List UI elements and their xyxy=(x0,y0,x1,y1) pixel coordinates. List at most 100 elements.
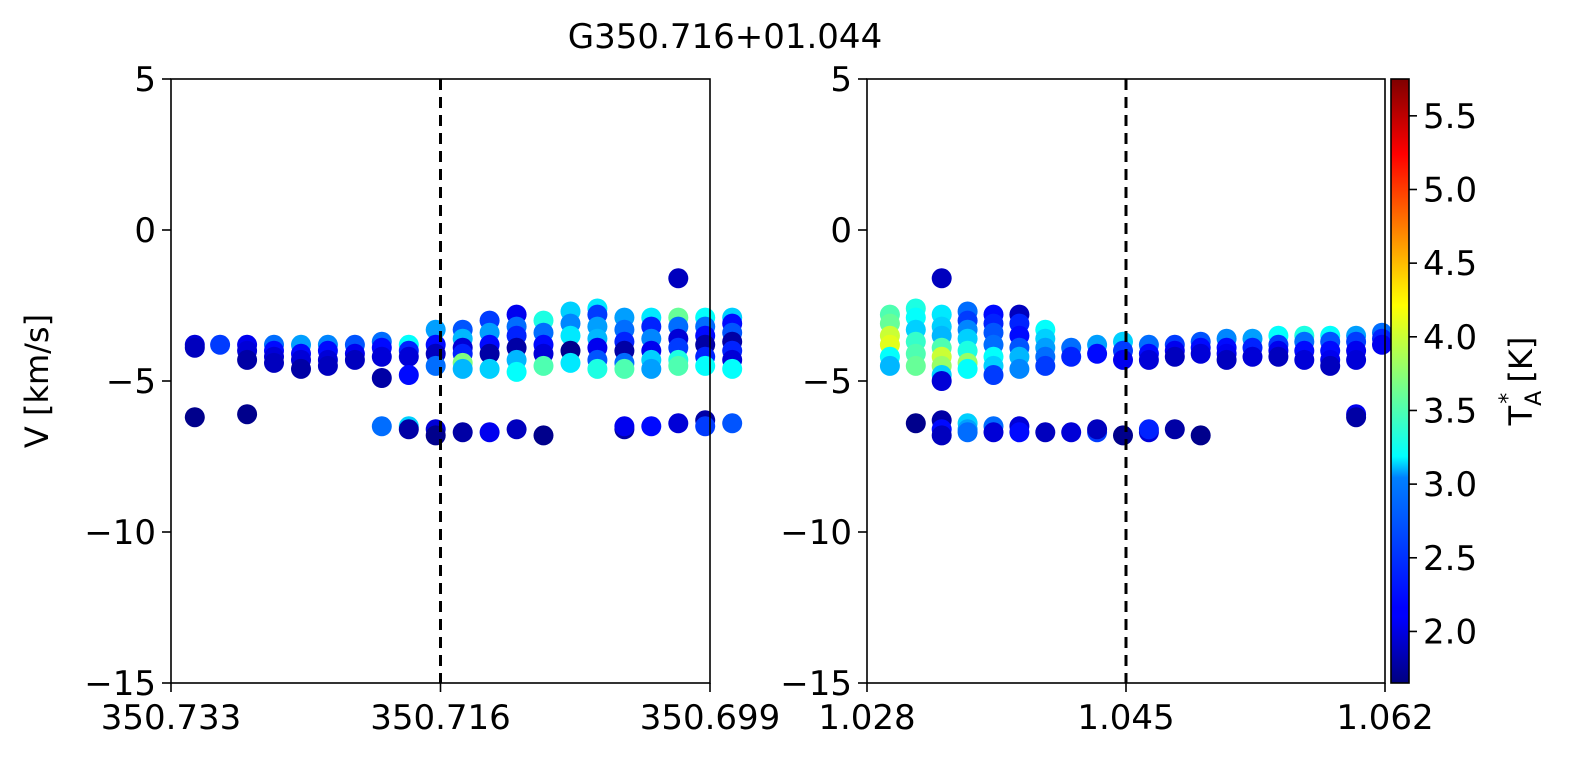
data-point xyxy=(425,425,446,446)
colorbar-label-main: T xyxy=(1502,405,1540,426)
scatter-points-latitude xyxy=(879,268,1392,446)
y-tick-label: 0 xyxy=(134,211,156,251)
colorbar-tick-label: 3.0 xyxy=(1423,465,1477,505)
data-point xyxy=(1346,407,1367,428)
panel-latitude: 5 0 −5 −10 −15 1.028 1.045 1.062 xyxy=(780,60,1433,738)
data-point xyxy=(1061,422,1082,443)
data-point xyxy=(879,355,900,376)
colorbar-tick-label: 2.0 xyxy=(1423,612,1477,652)
data-point xyxy=(506,419,527,440)
colorbar-gradient xyxy=(1390,78,1410,684)
data-point xyxy=(1320,355,1341,376)
data-point xyxy=(1294,349,1315,370)
data-point xyxy=(983,422,1004,443)
data-point xyxy=(931,371,952,391)
data-point xyxy=(1009,422,1030,443)
data-point xyxy=(722,358,743,379)
data-point xyxy=(533,425,554,446)
data-point xyxy=(668,268,689,289)
data-point xyxy=(905,355,926,376)
colorbar-tick-label: 2.5 xyxy=(1423,539,1477,579)
data-point xyxy=(905,413,926,434)
data-point xyxy=(452,422,473,443)
data-point xyxy=(371,346,392,367)
y-tick-label: 5 xyxy=(134,60,156,100)
y-tick-label: 0 xyxy=(830,211,852,251)
data-point xyxy=(425,355,446,376)
y-axis-label: V [km/s] xyxy=(18,314,56,448)
data-point xyxy=(291,358,311,379)
y-axis-ticks-longitude: 5 0 −5 −10 −15 xyxy=(84,60,171,704)
data-point xyxy=(479,343,500,364)
colorbar-label-units: [K] xyxy=(1502,337,1540,393)
x-tick-label: 1.062 xyxy=(1336,698,1433,738)
y-tick-label: −5 xyxy=(106,362,156,402)
data-point xyxy=(184,407,205,428)
data-point xyxy=(371,368,392,388)
data-point xyxy=(479,422,500,443)
data-point xyxy=(1164,346,1185,367)
colorbar-tick-label: 5.0 xyxy=(1423,170,1477,210)
data-point xyxy=(344,349,365,370)
data-point xyxy=(1190,343,1211,364)
colorbar-ticks: 2.0 2.5 3.0 3.5 4.0 4.5 5.0 5.5 xyxy=(1409,97,1477,652)
data-point xyxy=(184,337,205,358)
y-axis-ticks-latitude: 5 0 −5 −10 −15 xyxy=(780,60,867,704)
data-point xyxy=(587,358,608,379)
colorbar-tick-label: 5.5 xyxy=(1423,97,1477,137)
data-point xyxy=(1138,349,1159,370)
data-point xyxy=(1190,425,1211,446)
data-point xyxy=(1087,419,1108,440)
data-point xyxy=(668,355,689,376)
data-point xyxy=(1113,425,1133,446)
data-point xyxy=(1035,355,1056,376)
panel-longitude: 5 0 −5 −10 −15 350.733 350.716 350.699 xyxy=(84,60,780,738)
data-point xyxy=(957,358,978,379)
data-point xyxy=(1268,346,1289,367)
data-point xyxy=(695,416,716,437)
data-point xyxy=(210,334,231,355)
data-point xyxy=(1087,343,1108,364)
data-point xyxy=(317,355,338,376)
data-point xyxy=(1113,349,1133,370)
x-axis-ticks-latitude: 1.028 1.045 1.062 xyxy=(818,683,1434,738)
data-point xyxy=(1372,334,1392,355)
data-point xyxy=(931,425,952,446)
scatter-points-longitude xyxy=(184,268,743,446)
data-point xyxy=(722,413,743,434)
y-tick-label: −15 xyxy=(780,664,852,704)
colorbar-tick-label: 4.0 xyxy=(1423,318,1477,358)
y-tick-label: −15 xyxy=(84,664,156,704)
x-tick-label: 350.733 xyxy=(101,698,242,738)
data-point xyxy=(1009,358,1030,379)
data-point xyxy=(237,404,258,425)
data-point xyxy=(1035,422,1056,443)
data-point xyxy=(398,419,419,440)
y-tick-label: −10 xyxy=(84,513,156,553)
x-axis-ticks-longitude: 350.733 350.716 350.699 xyxy=(101,683,781,738)
x-tick-label: 350.699 xyxy=(640,698,781,738)
data-point xyxy=(398,365,419,385)
data-point xyxy=(506,361,527,382)
data-point xyxy=(1346,349,1367,370)
x-tick-label: 1.028 xyxy=(818,698,915,738)
data-point xyxy=(237,349,258,370)
data-point xyxy=(668,413,689,434)
data-point xyxy=(957,422,978,443)
data-point xyxy=(641,416,662,437)
colorbar-label-sub: A xyxy=(1522,391,1547,406)
y-tick-label: −10 xyxy=(780,513,852,553)
colorbar-tick-label: 3.5 xyxy=(1423,391,1477,431)
data-point xyxy=(1061,346,1082,367)
data-point xyxy=(931,268,952,289)
data-point xyxy=(560,352,581,373)
colorbar-tick-label: 4.5 xyxy=(1423,244,1477,284)
data-point xyxy=(983,365,1004,385)
data-point xyxy=(1242,346,1263,367)
chart-title: G350.716+01.044 xyxy=(568,17,882,57)
colorbar: 2.0 2.5 3.0 3.5 4.0 4.5 5.0 5.5 TA* [K] xyxy=(1390,78,1547,684)
data-point xyxy=(614,358,635,379)
data-point xyxy=(1138,419,1159,440)
data-point xyxy=(452,358,473,379)
